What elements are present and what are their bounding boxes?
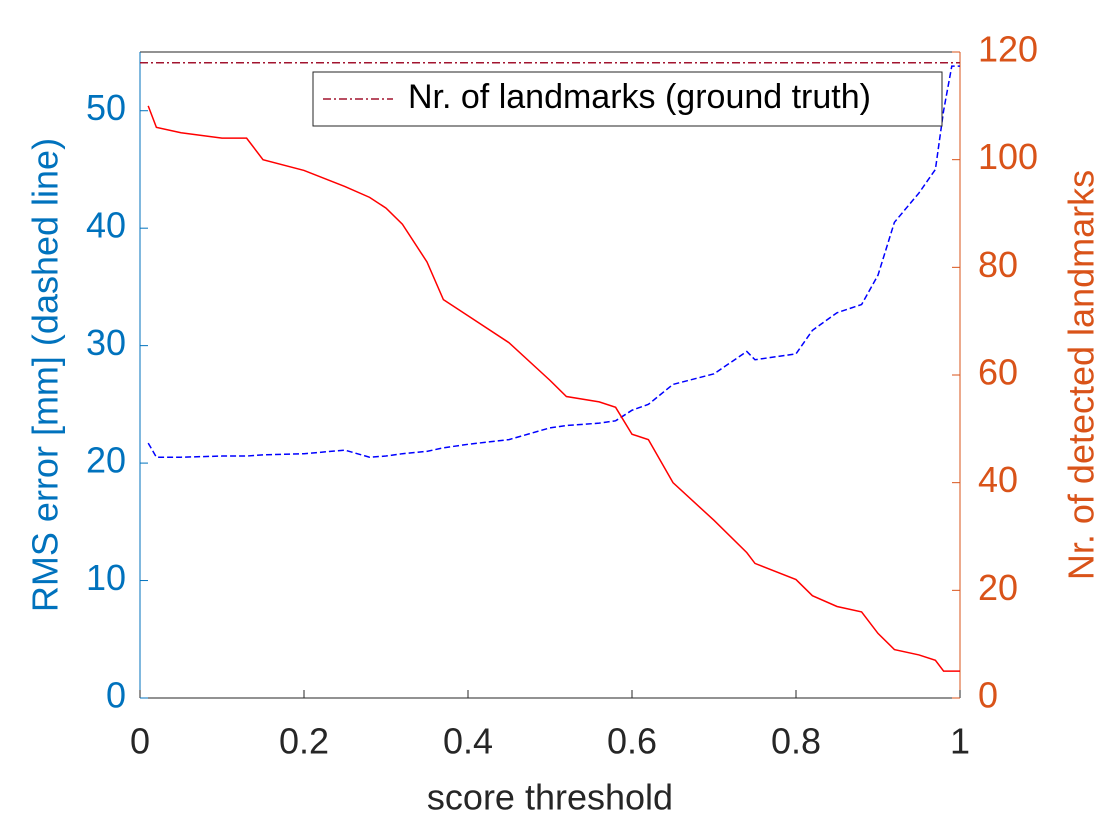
y-tick-label: 0 [106,675,126,716]
y-tick-label: 20 [86,440,126,481]
y2-tick-label: 60 [978,352,1018,393]
y2-tick-label: 80 [978,244,1018,285]
y2-axis-label: Nr. of detected landmarks [1061,170,1102,580]
y2-tick-label: 120 [978,29,1038,70]
x-tick-label: 0.2 [279,721,329,762]
x-tick-label: 0 [130,721,150,762]
y-tick-label: 10 [86,557,126,598]
y2-tick-label: 20 [978,567,1018,608]
y2-tick-label: 100 [978,136,1038,177]
legend-label: Nr. of landmarks (ground truth) [408,78,871,116]
x-tick-label: 0.6 [607,721,657,762]
x-tick-label: 0.4 [443,721,493,762]
y2-tick-label: 40 [978,459,1018,500]
x-axis-label: score threshold [427,777,673,818]
series-line [147,105,960,672]
y-axis-label: RMS error [mm] (dashed line) [25,138,66,612]
series-line [147,65,960,458]
y-tick-label: 50 [86,87,126,128]
x-tick-label: 0.8 [771,721,821,762]
legend-box [312,71,943,127]
y-tick-label: 30 [86,322,126,363]
y-tick-label: 40 [86,205,126,246]
x-tick-label: 1 [950,721,970,762]
y2-tick-label: 0 [978,675,998,716]
